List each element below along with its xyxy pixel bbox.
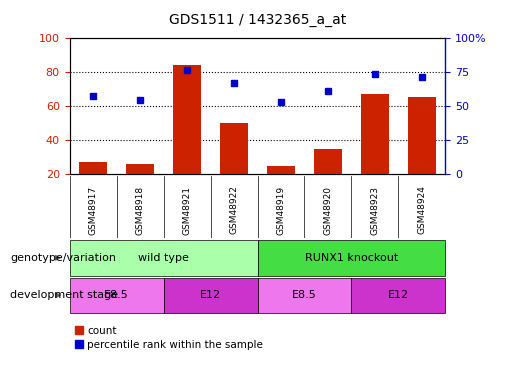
Text: GSM48922: GSM48922	[230, 186, 238, 234]
Bar	[79, 162, 107, 174]
Bar	[126, 164, 154, 174]
Text: GSM48921: GSM48921	[182, 186, 192, 234]
Text: wild type: wild type	[138, 253, 189, 263]
Text: GSM48917: GSM48917	[89, 186, 97, 235]
Bar	[173, 65, 201, 174]
Text: GDS1511 / 1432365_a_at: GDS1511 / 1432365_a_at	[169, 13, 346, 27]
Bar	[267, 166, 295, 174]
Legend: count, percentile rank within the sample: count, percentile rank within the sample	[75, 326, 263, 350]
Text: E12: E12	[388, 290, 409, 300]
Text: E8.5: E8.5	[292, 290, 317, 300]
Text: E12: E12	[200, 290, 221, 300]
Text: GSM48918: GSM48918	[135, 186, 145, 235]
Text: RUNX1 knockout: RUNX1 knockout	[305, 253, 398, 263]
Bar	[220, 123, 248, 174]
Text: GSM48920: GSM48920	[323, 186, 333, 234]
Text: GSM48924: GSM48924	[418, 186, 426, 234]
Bar	[361, 94, 389, 174]
Text: development stage: development stage	[10, 290, 118, 300]
Text: GSM48923: GSM48923	[370, 186, 380, 234]
Text: genotype/variation: genotype/variation	[10, 253, 116, 263]
Bar	[314, 149, 342, 174]
Bar	[408, 98, 436, 174]
Text: E8.5: E8.5	[104, 290, 129, 300]
Text: GSM48919: GSM48919	[277, 186, 285, 235]
